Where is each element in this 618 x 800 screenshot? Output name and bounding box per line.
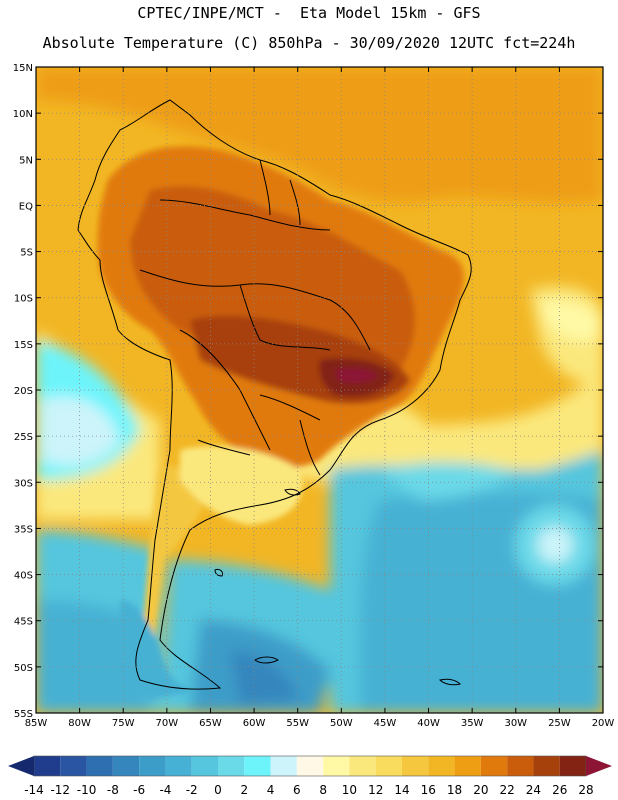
colorbar-swatch (296, 756, 324, 776)
lon-label: 55W (286, 718, 309, 729)
colorbar-label: -6 (133, 783, 145, 797)
map-title-line-1: CPTEC/INPE/MCT - Eta Model 15km - GFS (137, 4, 481, 22)
lon-label: 50W (330, 718, 353, 729)
colorbar-label: -8 (107, 783, 119, 797)
colorbar-swatch (533, 756, 560, 776)
lat-label: 15N (13, 63, 33, 74)
colorbar-under-arrow (8, 756, 34, 776)
colorbar-swatch (507, 756, 534, 776)
colorbar-label: 22 (500, 783, 515, 797)
map-title-line-2: Absolute Temperature (C) 850hPa - 30/09/… (42, 34, 576, 52)
temperature-map: 15N 10N 5N EQ 5S 10S 15S 20S 25S 30S 35S 40S 45S 50S 5… (13, 63, 615, 729)
colorbar-label: 8 (319, 783, 327, 797)
lon-label: 75W (112, 718, 135, 729)
lat-label: 55S (14, 709, 33, 720)
colorbar-swatch (244, 756, 271, 776)
colorbar-label: -4 (159, 783, 171, 797)
colorbar-over-arrow (586, 756, 612, 776)
colorbar-label: -2 (186, 783, 198, 797)
colorbar-label: -10 (77, 783, 97, 797)
lat-label: 10N (13, 109, 33, 120)
colorbar-swatch (270, 756, 297, 776)
colorbar-swatch (323, 756, 350, 776)
lon-label: 20W (592, 718, 615, 729)
colorbar-label: 2 (240, 783, 248, 797)
colorbar-swatch (375, 756, 402, 776)
colorbar-swatch (218, 756, 245, 776)
lat-label: 10S (14, 294, 33, 305)
colorbar-label: 10 (342, 783, 357, 797)
lon-label: 35W (461, 718, 484, 729)
lat-label: 35S (14, 524, 33, 535)
lat-label: 5S (20, 248, 33, 259)
lon-label: 60W (243, 718, 266, 729)
colorbar-swatch (165, 756, 192, 776)
colorbar-swatch (428, 756, 455, 776)
longitude-labels: 85W 80W 75W 70W 65W 60W 55W 50W 45W 40W 35W 30W 25W 2… (25, 718, 615, 729)
colorbar-swatch (559, 756, 586, 776)
colorbar-label: 20 (473, 783, 488, 797)
colorbar-label: 6 (293, 783, 301, 797)
colorbar-label: 24 (526, 783, 541, 797)
lat-label: 15S (14, 340, 33, 351)
colorbar-label: 18 (447, 783, 462, 797)
colorbar-label: 12 (368, 783, 383, 797)
colorbar: -14 -12 -10 -8 -6 -4 -2 0 2 4 6 8 10 12 14 16 18 20 22 24 26… (8, 755, 612, 797)
lon-label: 70W (156, 718, 179, 729)
lat-label: 45S (14, 617, 33, 628)
lon-label: 65W (199, 718, 222, 729)
latitude-labels: 15N 10N 5N EQ 5S 10S 15S 20S 25S 30S 35S 40S 45S 50S 5… (13, 63, 33, 720)
lon-label: 80W (68, 718, 91, 729)
colorbar-label: -14 (24, 783, 44, 797)
lat-label: 40S (14, 571, 33, 582)
lon-label: 30W (504, 718, 527, 729)
colorbar-swatch (454, 756, 481, 776)
colorbar-swatch (191, 756, 218, 776)
lat-label: 25S (14, 432, 33, 443)
colorbar-swatch (402, 756, 429, 776)
temperature-field (36, 67, 603, 713)
lat-label: 20S (14, 386, 33, 397)
colorbar-label: -12 (50, 783, 70, 797)
lat-label: 5N (19, 155, 33, 166)
lon-label: 45W (374, 718, 397, 729)
colorbar-swatch (480, 756, 508, 776)
lat-label: EQ (19, 201, 33, 212)
coastline-outline (77, 99, 472, 690)
lat-label: 30S (14, 478, 33, 489)
colorbar-label: 4 (267, 783, 275, 797)
colorbar-swatch (60, 756, 87, 776)
lon-label: 40W (417, 718, 440, 729)
colorbar-swatch (112, 756, 140, 776)
colorbar-swatch (139, 756, 166, 776)
axis-ticks (35, 66, 604, 714)
colorbar-label: 14 (394, 783, 409, 797)
lon-label: 25W (548, 718, 571, 729)
lon-label: 85W (25, 718, 48, 729)
colorbar-label: 26 (552, 783, 567, 797)
colorbar-swatch (86, 756, 113, 776)
colorbar-label: 16 (421, 783, 436, 797)
colorbar-label: 28 (578, 783, 593, 797)
lat-lon-grid (36, 67, 603, 713)
lat-label: 50S (14, 663, 33, 674)
colorbar-swatch (349, 756, 376, 776)
colorbar-swatch (34, 756, 61, 776)
colorbar-label: 0 (214, 783, 222, 797)
